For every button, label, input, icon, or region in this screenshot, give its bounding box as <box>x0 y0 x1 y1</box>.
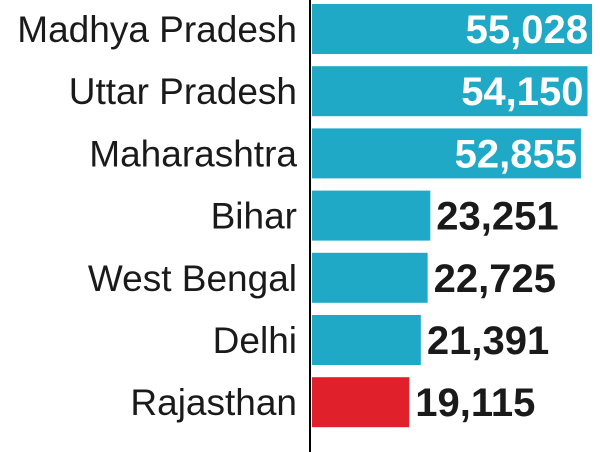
category-label: Bihar <box>211 196 297 237</box>
bar-bihar <box>312 190 431 241</box>
bar-west-bengal <box>312 252 428 303</box>
category-label: Maharashtra <box>89 133 297 174</box>
value-label: 54,150 <box>461 70 583 114</box>
bar-uttar-pradesh <box>312 66 588 117</box>
category-label: Delhi <box>213 320 297 361</box>
bar-delhi <box>312 315 421 365</box>
bar-rajasthan <box>312 377 410 428</box>
bar-madhya-pradesh <box>312 4 592 54</box>
value-label: 19,115 <box>415 381 535 425</box>
category-label: Madhya Pradesh <box>17 9 297 50</box>
bar-maharashtra <box>312 128 581 179</box>
category-label: Uttar Pradesh <box>69 71 297 112</box>
value-label: 22,725 <box>434 257 556 301</box>
value-label: 23,251 <box>436 195 558 239</box>
value-label: 21,391 <box>427 319 549 363</box>
category-label: Rajasthan <box>130 382 297 423</box>
value-label: 55,028 <box>466 8 588 52</box>
category-label: West Bengal <box>88 258 297 299</box>
value-label: 52,855 <box>455 132 577 176</box>
